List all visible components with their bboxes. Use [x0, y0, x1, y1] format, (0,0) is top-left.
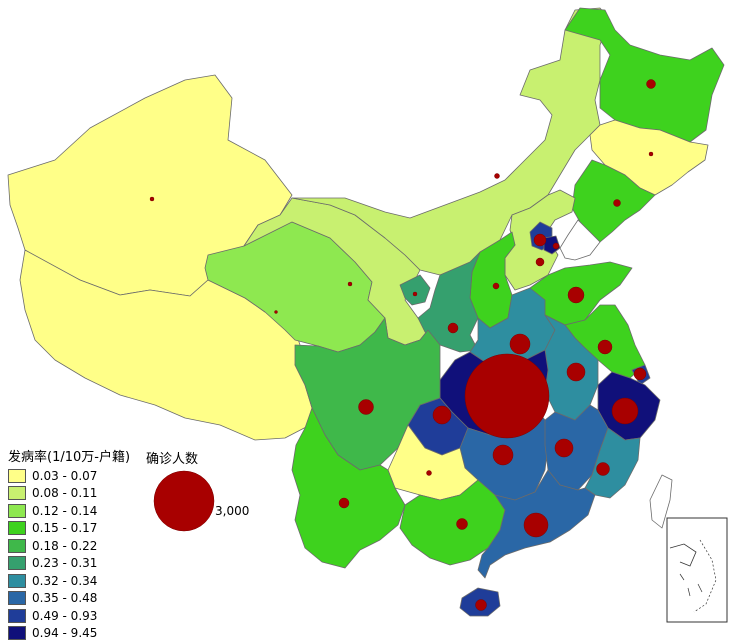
legend-class-5: 0.23 - 0.31: [8, 555, 148, 573]
legend-swatch: [8, 626, 26, 640]
legend-swatch: [8, 556, 26, 570]
legend-class-1: 0.08 - 0.11: [8, 485, 148, 503]
legend-swatch: [8, 574, 26, 588]
bubble-hubei: [465, 354, 549, 438]
bubble-xinjiang: [150, 197, 154, 201]
bubble-fujian: [597, 463, 610, 476]
bubble-hebei: [536, 258, 544, 266]
legend-label: 0.18 - 0.22: [32, 539, 97, 553]
legend-swatch: [8, 609, 26, 623]
bubble-legend-circle: [154, 471, 214, 531]
bubble-gansu: [348, 282, 352, 286]
legend-swatch: [8, 591, 26, 605]
legend-class-4: 0.18 - 0.22: [8, 537, 148, 555]
bubble-henan: [510, 334, 530, 354]
bubble-tianjin: [553, 243, 559, 249]
bubble-guangdong: [524, 513, 548, 537]
bubble-liaoning: [614, 200, 621, 207]
legend-title: 发病率(1/10万-户籍): [8, 446, 148, 465]
bubble-shaanxi: [448, 323, 458, 333]
legend-class-9: 0.94 - 9.45: [8, 625, 148, 642]
legend-label: 0.94 - 9.45: [32, 626, 97, 640]
bubble-guizhou: [427, 471, 432, 476]
legend-swatch: [8, 469, 26, 483]
bubble-shanghai: [634, 368, 646, 380]
bubble-sichuan: [359, 400, 374, 415]
bubble-hainan: [476, 600, 487, 611]
bubble-beijing: [534, 234, 546, 246]
legend-class-2: 0.12 - 0.14: [8, 502, 148, 520]
bubble-guangxi: [457, 519, 468, 530]
bubble-zhejiang: [612, 398, 638, 424]
legend-swatch: [8, 521, 26, 535]
bubble-qinghai: [275, 311, 278, 314]
bubble-anhui: [567, 363, 585, 381]
bubble-heilongjiang: [647, 80, 656, 89]
bubble-shanxi: [493, 283, 499, 289]
legend-label: 0.23 - 0.31: [32, 556, 97, 570]
legend-class-3: 0.15 - 0.17: [8, 520, 148, 538]
legend-label: 0.49 - 0.93: [32, 609, 97, 623]
bubble-legend-title: 确诊人数: [146, 448, 198, 467]
legend-swatch: [8, 486, 26, 500]
bubble-jilin: [649, 152, 653, 156]
legend-label: 0.15 - 0.17: [32, 521, 97, 535]
south-china-sea-inset: [667, 518, 727, 622]
legend-label: 0.12 - 0.14: [32, 504, 97, 518]
bubble-jiangxi: [555, 439, 573, 457]
legend-label: 0.03 - 0.07: [32, 469, 97, 483]
incidence-legend: 发病率(1/10万-户籍) 0.03 - 0.07 0.08 - 0.11 0.12…: [8, 446, 148, 642]
legend-class-7: 0.35 - 0.48: [8, 590, 148, 608]
legend-rows: 0.03 - 0.07 0.08 - 0.11 0.12 - 0.14 0.15 - …: [8, 467, 148, 642]
legend-label: 0.32 - 0.34: [32, 574, 97, 588]
legend-swatch: [8, 539, 26, 553]
bubble-jiangsu: [598, 340, 612, 354]
legend-class-0: 0.03 - 0.07: [8, 467, 148, 485]
legend-swatch: [8, 504, 26, 518]
bubble-shandong: [568, 287, 584, 303]
bubble-yunnan: [339, 498, 349, 508]
legend-class-8: 0.49 - 0.93: [8, 607, 148, 625]
legend-class-6: 0.32 - 0.34: [8, 572, 148, 590]
legend-label: 0.35 - 0.48: [32, 591, 97, 605]
bubble-chongqing: [433, 406, 451, 424]
bubble-legend-value: 3,000: [215, 504, 249, 518]
bubble-inner-mongolia: [495, 174, 500, 179]
legend-label: 0.08 - 0.11: [32, 486, 97, 500]
bubble-hunan: [493, 445, 513, 465]
bubble-ningxia: [413, 292, 417, 296]
